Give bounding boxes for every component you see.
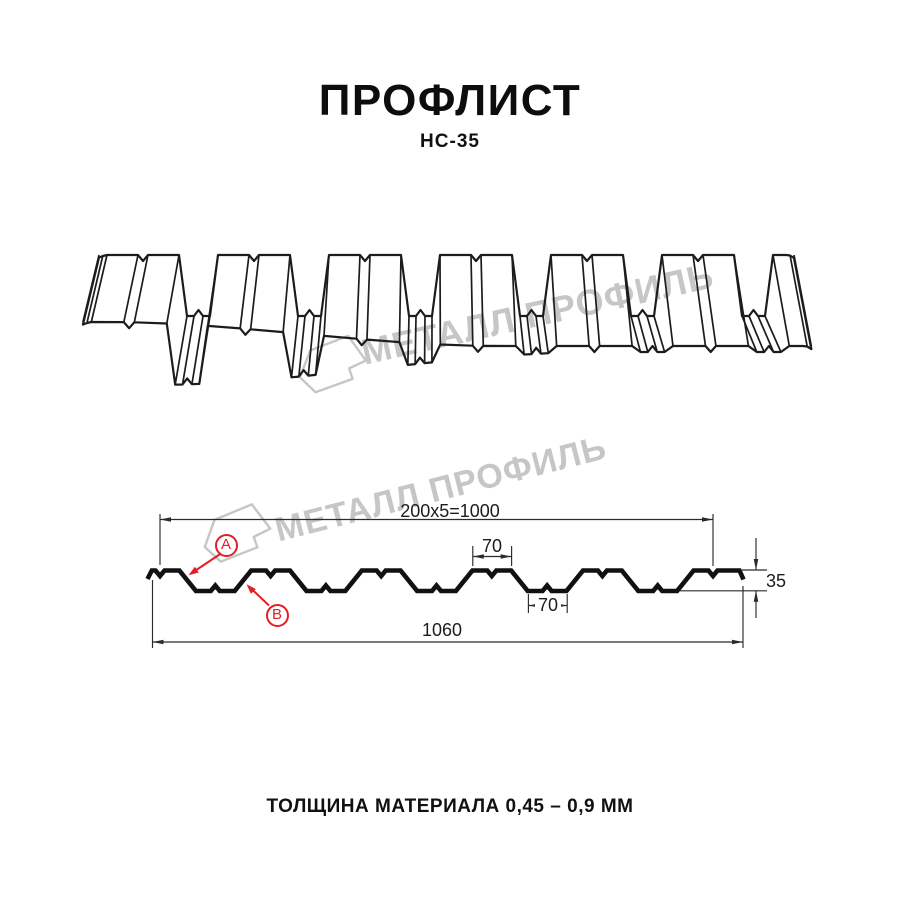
callout-side-a: A <box>214 533 238 557</box>
dimension-label-full-width: 1060 <box>421 620 463 640</box>
callout-side-b: B <box>265 603 289 627</box>
dimension-label-useful-width: 200x5=1000 <box>400 501 500 521</box>
metall-profil-logo-icon <box>203 503 272 563</box>
dimension-label-rib-bottom: 70 <box>534 595 562 616</box>
material-thickness-note: ТОЛЩИНА МАТЕРИАЛА 0,45 – 0,9 ММ <box>266 796 634 817</box>
profile-model-subtitle: НС-35 <box>420 131 480 152</box>
annotation-arrows <box>188 552 270 607</box>
watermark-text-lower: МЕТАЛЛ ПРОФИЛЬ <box>271 428 611 550</box>
dimension-label-rib-top: 70 <box>481 536 503 556</box>
profile-cross-section <box>145 568 746 594</box>
page-title: ПРОФЛИСТ <box>318 76 582 125</box>
dimension-label-height: 35 <box>766 571 787 591</box>
watermark-text-upper: МЕТАЛЛ ПРОФИЛЬ <box>357 254 718 373</box>
